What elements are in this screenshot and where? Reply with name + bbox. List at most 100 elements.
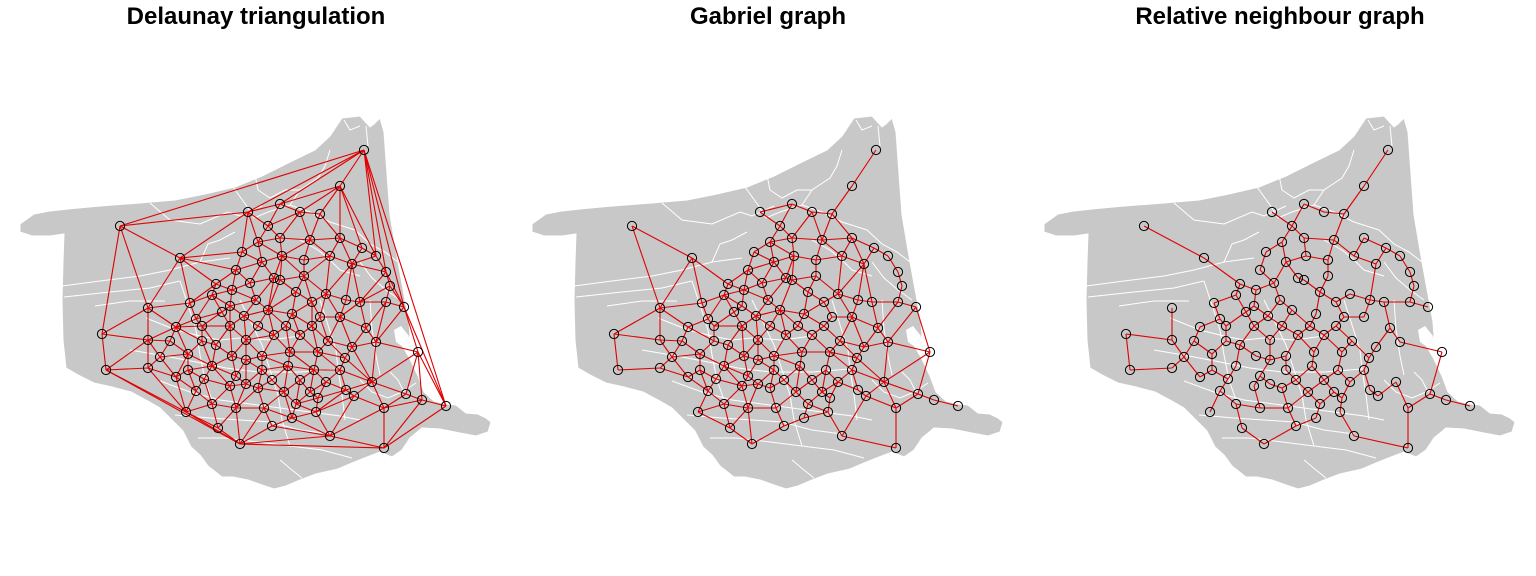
graph-edge: [287, 351, 291, 367]
graph-edge: [743, 339, 759, 357]
graph-edge: [751, 425, 785, 445]
graph-edge: [803, 313, 825, 327]
graph-node: [702, 385, 714, 397]
graph-edge: [189, 283, 217, 304]
graph-edge: [825, 369, 839, 383]
graph-edge: [877, 327, 889, 343]
graph-edge: [239, 425, 273, 445]
graph-node: [710, 373, 722, 385]
graph-node: [184, 297, 196, 309]
panel-title-rng: Relative neighbour graph: [1135, 3, 1425, 30]
graph-edge: [1239, 325, 1255, 346]
graph-node: [274, 198, 286, 210]
graph-node: [320, 376, 332, 388]
graph-edge: [837, 293, 859, 301]
graph-node: [788, 250, 800, 262]
graph-edge: [339, 237, 363, 249]
graph-node: [858, 258, 870, 270]
graph-node: [768, 350, 780, 362]
graph-edge: [229, 383, 247, 387]
region-border: [343, 119, 361, 131]
graph-edge: [279, 279, 297, 293]
graph-node: [334, 311, 346, 323]
graph-node: [826, 208, 838, 220]
graph-edge: [257, 387, 265, 409]
graph-node: [764, 382, 776, 394]
graph-node: [762, 294, 774, 306]
graph-edge: [741, 289, 745, 307]
graph-edge: [767, 299, 781, 311]
region-border: [573, 257, 743, 287]
graph-edge: [189, 294, 213, 304]
graph-node: [224, 300, 236, 312]
graph-edge: [327, 340, 346, 359]
graph-edge: [375, 341, 419, 353]
graph-edge: [371, 351, 419, 383]
graph-edge: [811, 334, 831, 353]
graph-edge: [839, 340, 865, 348]
graph-edge: [741, 385, 749, 409]
region-border: [1303, 459, 1327, 479]
graph-node: [314, 311, 326, 323]
graph-node: [1250, 284, 1262, 296]
graph-edge: [659, 356, 673, 369]
graph-node: [306, 320, 318, 332]
graph-edge: [309, 381, 327, 393]
graph-node: [1248, 380, 1260, 392]
graph-edge: [823, 293, 839, 303]
graph-node: [1286, 304, 1298, 316]
graph-node: [1330, 296, 1342, 308]
graph-node: [910, 301, 922, 313]
graph-node: [654, 334, 666, 346]
graph-edge: [295, 391, 311, 405]
graph-node: [250, 294, 262, 306]
graph-edge: [811, 369, 827, 381]
graph-edge: [773, 255, 795, 263]
graph-edge: [351, 263, 361, 303]
graph-edge: [329, 395, 355, 437]
graph-node: [764, 236, 776, 248]
graph-node: [694, 348, 706, 360]
graph-edge: [811, 211, 833, 215]
graph-node: [284, 346, 296, 358]
graph-edge: [359, 271, 387, 303]
graph-node: [798, 412, 810, 424]
graph-node: [216, 306, 228, 318]
graph-node: [280, 320, 292, 332]
graph-edge: [659, 339, 683, 342]
graph-edge: [917, 351, 931, 395]
graph-edge: [723, 283, 729, 296]
graph-edge: [179, 257, 191, 304]
graph-node: [1370, 341, 1382, 353]
graph-edge: [915, 306, 931, 353]
graph-edge: [713, 311, 735, 327]
graph-edge: [723, 355, 745, 367]
graph-node: [1266, 206, 1278, 218]
graph-edge: [273, 255, 283, 279]
graph-edge: [821, 239, 843, 257]
graph-edge: [1369, 263, 1377, 301]
graph-edge: [261, 261, 275, 279]
graph-edge: [329, 255, 353, 265]
graph-edge: [883, 381, 919, 395]
graph-edge: [1295, 365, 1313, 381]
region-border: [606, 300, 677, 307]
graph-edge: [1399, 255, 1411, 273]
graph-edge: [1375, 327, 1391, 348]
graph-node: [196, 320, 208, 332]
graph-edge: [329, 435, 385, 449]
graph-edge: [617, 367, 661, 371]
graph-edge: [279, 185, 341, 205]
graph-edge: [291, 403, 297, 419]
graph-edge: [753, 241, 771, 253]
graph-node: [1268, 277, 1280, 289]
graph-edge: [1335, 301, 1345, 318]
graph-edge: [681, 326, 689, 342]
graph-edge: [1263, 425, 1297, 445]
graph-node: [1408, 280, 1420, 292]
graph-edge: [811, 325, 825, 336]
graph-edge: [761, 261, 775, 284]
graph-node: [810, 254, 822, 266]
graph-node: [654, 302, 666, 314]
graph-node: [1308, 346, 1320, 358]
